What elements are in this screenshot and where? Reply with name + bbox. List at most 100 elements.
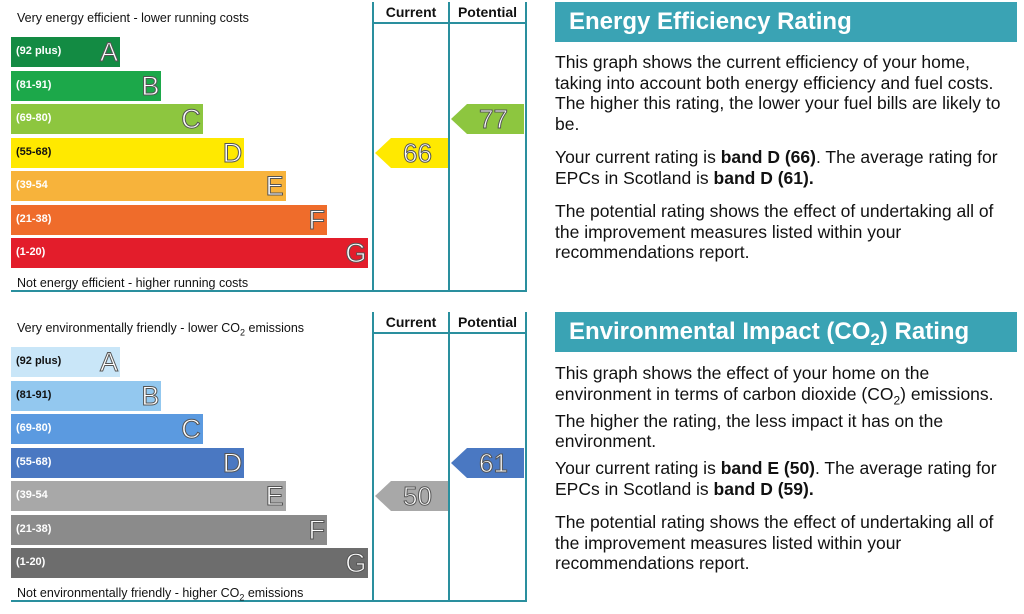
text: . The average rating for EPCs in Scotlan…: [555, 458, 997, 499]
rating-band-c: (69-80) C: [11, 104, 203, 135]
current-rating-value: 66: [403, 137, 433, 168]
band-range: (1-20): [16, 246, 46, 258]
potential-column-header: Potential: [457, 4, 518, 20]
potential-rating-arrow: 61: [451, 447, 524, 478]
band-letter: E: [265, 481, 284, 512]
chart-frame-line: [448, 312, 450, 602]
note-text-end: emissions: [245, 321, 305, 335]
arrow-shape: [451, 447, 524, 478]
band-letter: B: [141, 70, 160, 101]
ei-paragraph-1: This graph shows the effect of your home…: [555, 363, 1017, 452]
bold-text: band E (50): [720, 458, 816, 478]
chart-bottom-note: Not environmentally friendly - higher CO…: [17, 586, 303, 603]
heading-text: Environmental Impact (CO: [569, 318, 871, 345]
current-rating-arrow: 50: [375, 481, 448, 512]
chart-frame-line: [372, 2, 374, 292]
text: ) emissions. The higher the rating, the …: [555, 383, 994, 452]
band-range: (92 plus): [16, 355, 62, 367]
potential-rating-arrow: 77: [451, 104, 524, 135]
band-range: (39-54: [16, 489, 48, 501]
arrow-shape: [451, 104, 524, 134]
text: This graph shows the effect of your home…: [555, 363, 930, 404]
band-range: (92 plus): [16, 45, 62, 57]
band-letter: B: [141, 380, 160, 411]
heading-text-end: ) Rating: [879, 318, 970, 345]
text: Your current rating is: [555, 147, 721, 167]
band-letter: C: [181, 414, 201, 445]
current-column-header: Current: [385, 4, 437, 20]
chart-frame-line: [448, 2, 450, 292]
chart-frame-line: [11, 290, 527, 292]
band-range: (21-38): [16, 212, 52, 225]
rating-band-e: (39-54 E: [11, 171, 286, 202]
ei-paragraph-3: The potential rating shows the effect of…: [555, 512, 994, 573]
subscript: 2: [893, 393, 901, 407]
rating-band-b: (81-91) B: [11, 70, 162, 101]
current-column-header: Current: [385, 314, 437, 330]
arrow-shape: [375, 137, 448, 168]
band-letter: D: [222, 447, 243, 478]
rating-band-d: (55-68) D: [11, 447, 245, 478]
chart-frame-line: [372, 22, 527, 24]
chart-top-note: Very environmentally friendly - lower CO…: [17, 321, 304, 338]
band-range: (21-38): [16, 522, 52, 535]
band-range: (81-91): [16, 388, 52, 401]
band-range: (81-91): [16, 78, 52, 91]
rating-band-a: (92 plus) A: [11, 347, 120, 378]
chart-top-note: Very energy efficient - lower running co…: [17, 11, 249, 25]
band-letter: A: [99, 347, 118, 378]
chart-bottom-note: Not energy efficient - higher running co…: [17, 276, 249, 290]
bold-text: band D (61).: [713, 167, 814, 188]
rating-band-a: (92 plus) A: [11, 37, 120, 68]
band-range: (69-80): [16, 112, 52, 124]
band-range: (55-68): [16, 455, 52, 468]
band-letter: G: [345, 238, 367, 269]
rating-band-f: (21-38) F: [11, 204, 327, 235]
rating-band-g: (1-20) G: [11, 238, 369, 269]
potential-rating-value: 61: [479, 447, 509, 478]
note-subscript: 2: [240, 327, 246, 338]
text: Your current rating is: [555, 458, 721, 478]
ee-paragraph-1: This graph shows the current efficiency …: [555, 52, 1001, 134]
ei-paragraph-2: Your current rating is band E (50). The …: [555, 458, 1017, 499]
chart-frame-line: [525, 2, 527, 292]
note-text: Very environmentally friendly - lower CO: [17, 321, 240, 335]
band-range: (69-80): [16, 422, 52, 434]
chart-frame-line: [11, 600, 527, 602]
arrow-shape: [375, 481, 448, 511]
energy-efficiency-heading: Energy Efficiency Rating: [555, 2, 1017, 42]
note-text-end: emissions: [244, 586, 304, 600]
band-letter: C: [181, 104, 201, 135]
environmental-impact-chart: Current Potential Very environmentally f…: [11, 312, 528, 603]
band-range: (39-54: [16, 179, 48, 191]
ee-paragraph-3: The potential rating shows the effect of…: [555, 201, 994, 262]
band-letter: D: [222, 137, 243, 168]
band-letter: F: [308, 204, 325, 235]
potential-rating-value: 77: [479, 104, 509, 135]
bold-text: band D (59).: [713, 478, 814, 499]
band-letter: E: [265, 171, 284, 202]
bold-text: band D (66): [720, 147, 816, 167]
environmental-impact-heading: Environmental Impact (CO2) Rating: [555, 312, 1017, 352]
current-rating-arrow: 66: [375, 137, 448, 168]
current-rating-value: 50: [403, 481, 433, 512]
band-range: (1-20): [16, 556, 46, 568]
rating-band-e: (39-54 E: [11, 481, 286, 512]
rating-band-g: (1-20) G: [11, 548, 369, 579]
ee-paragraph-2: Your current rating is band D (66). The …: [555, 147, 1017, 188]
rating-band-b: (81-91) B: [11, 380, 162, 411]
band-letter: F: [308, 514, 325, 545]
energy-efficiency-chart: Current Potential Very energy efficient …: [11, 2, 528, 292]
rating-band-f: (21-38) F: [11, 514, 327, 545]
band-range: (55-68): [16, 145, 52, 158]
potential-column-header: Potential: [457, 314, 518, 330]
text: . The average rating for EPCs in Scotlan…: [555, 147, 998, 188]
chart-frame-line: [372, 312, 374, 602]
chart-frame-line: [372, 332, 527, 334]
note-text: Not environmentally friendly - higher CO: [17, 586, 240, 600]
heading-subscript: 2: [870, 329, 880, 349]
chart-frame-line: [525, 312, 527, 602]
rating-band-c: (69-80) C: [11, 414, 203, 445]
band-letter: A: [99, 37, 118, 68]
band-letter: G: [345, 548, 367, 579]
